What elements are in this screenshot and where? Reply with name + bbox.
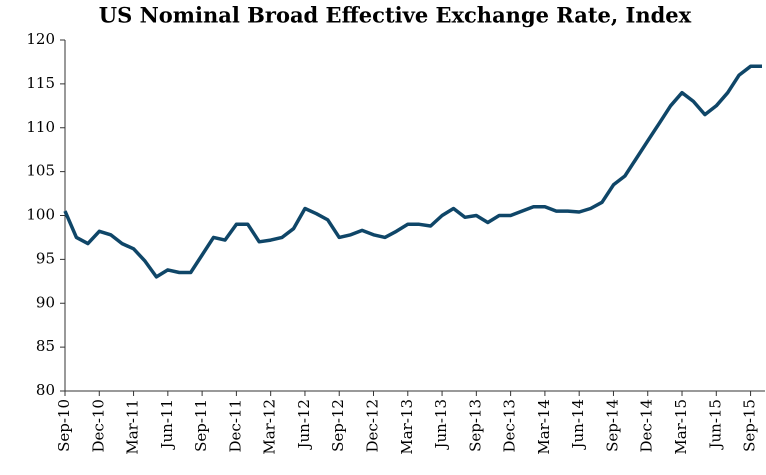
x-tick-label: Sep-15 bbox=[741, 399, 759, 452]
x-tick-label: Mar-11 bbox=[124, 399, 142, 455]
x-tick-label: Dec-11 bbox=[226, 399, 244, 452]
y-tick-label: 95 bbox=[36, 249, 55, 267]
x-tick-label: Sep-11 bbox=[192, 399, 210, 452]
y-tick-label: 105 bbox=[26, 162, 55, 180]
y-tick-label: 100 bbox=[26, 206, 55, 224]
x-tick-label: Jun-12 bbox=[295, 399, 313, 451]
y-tick-label: 90 bbox=[36, 293, 55, 311]
y-tick-label: 120 bbox=[26, 30, 55, 48]
y-tick-label: 80 bbox=[36, 381, 55, 399]
x-tick-label: Sep-13 bbox=[466, 399, 484, 452]
x-tick-label: Mar-12 bbox=[261, 399, 279, 455]
x-tick-label: Dec-10 bbox=[89, 399, 107, 452]
x-tick-label: Sep-14 bbox=[603, 399, 621, 452]
x-tick-label: Jun-15 bbox=[706, 399, 724, 451]
y-tick-label: 115 bbox=[26, 74, 55, 92]
x-tick-label: Jun-14 bbox=[569, 399, 587, 451]
chart-title: US Nominal Broad Effective Exchange Rate… bbox=[99, 3, 692, 28]
x-tick-label: Mar-14 bbox=[535, 399, 553, 455]
x-tick-label: Dec-12 bbox=[364, 399, 382, 452]
x-tick-label: Mar-13 bbox=[398, 399, 416, 455]
y-tick-label: 110 bbox=[26, 118, 55, 136]
x-tick-label: Sep-10 bbox=[55, 399, 73, 452]
x-tick-label: Mar-15 bbox=[672, 399, 690, 455]
series-line bbox=[63, 64, 762, 279]
y-tick-label: 85 bbox=[36, 337, 55, 355]
x-tick-label: Dec-14 bbox=[638, 399, 656, 452]
x-tick-label: Sep-12 bbox=[329, 399, 347, 452]
x-tick-label: Jun-11 bbox=[158, 399, 176, 451]
x-tick-label: Dec-13 bbox=[501, 399, 519, 452]
x-tick-label: Jun-13 bbox=[432, 399, 450, 451]
